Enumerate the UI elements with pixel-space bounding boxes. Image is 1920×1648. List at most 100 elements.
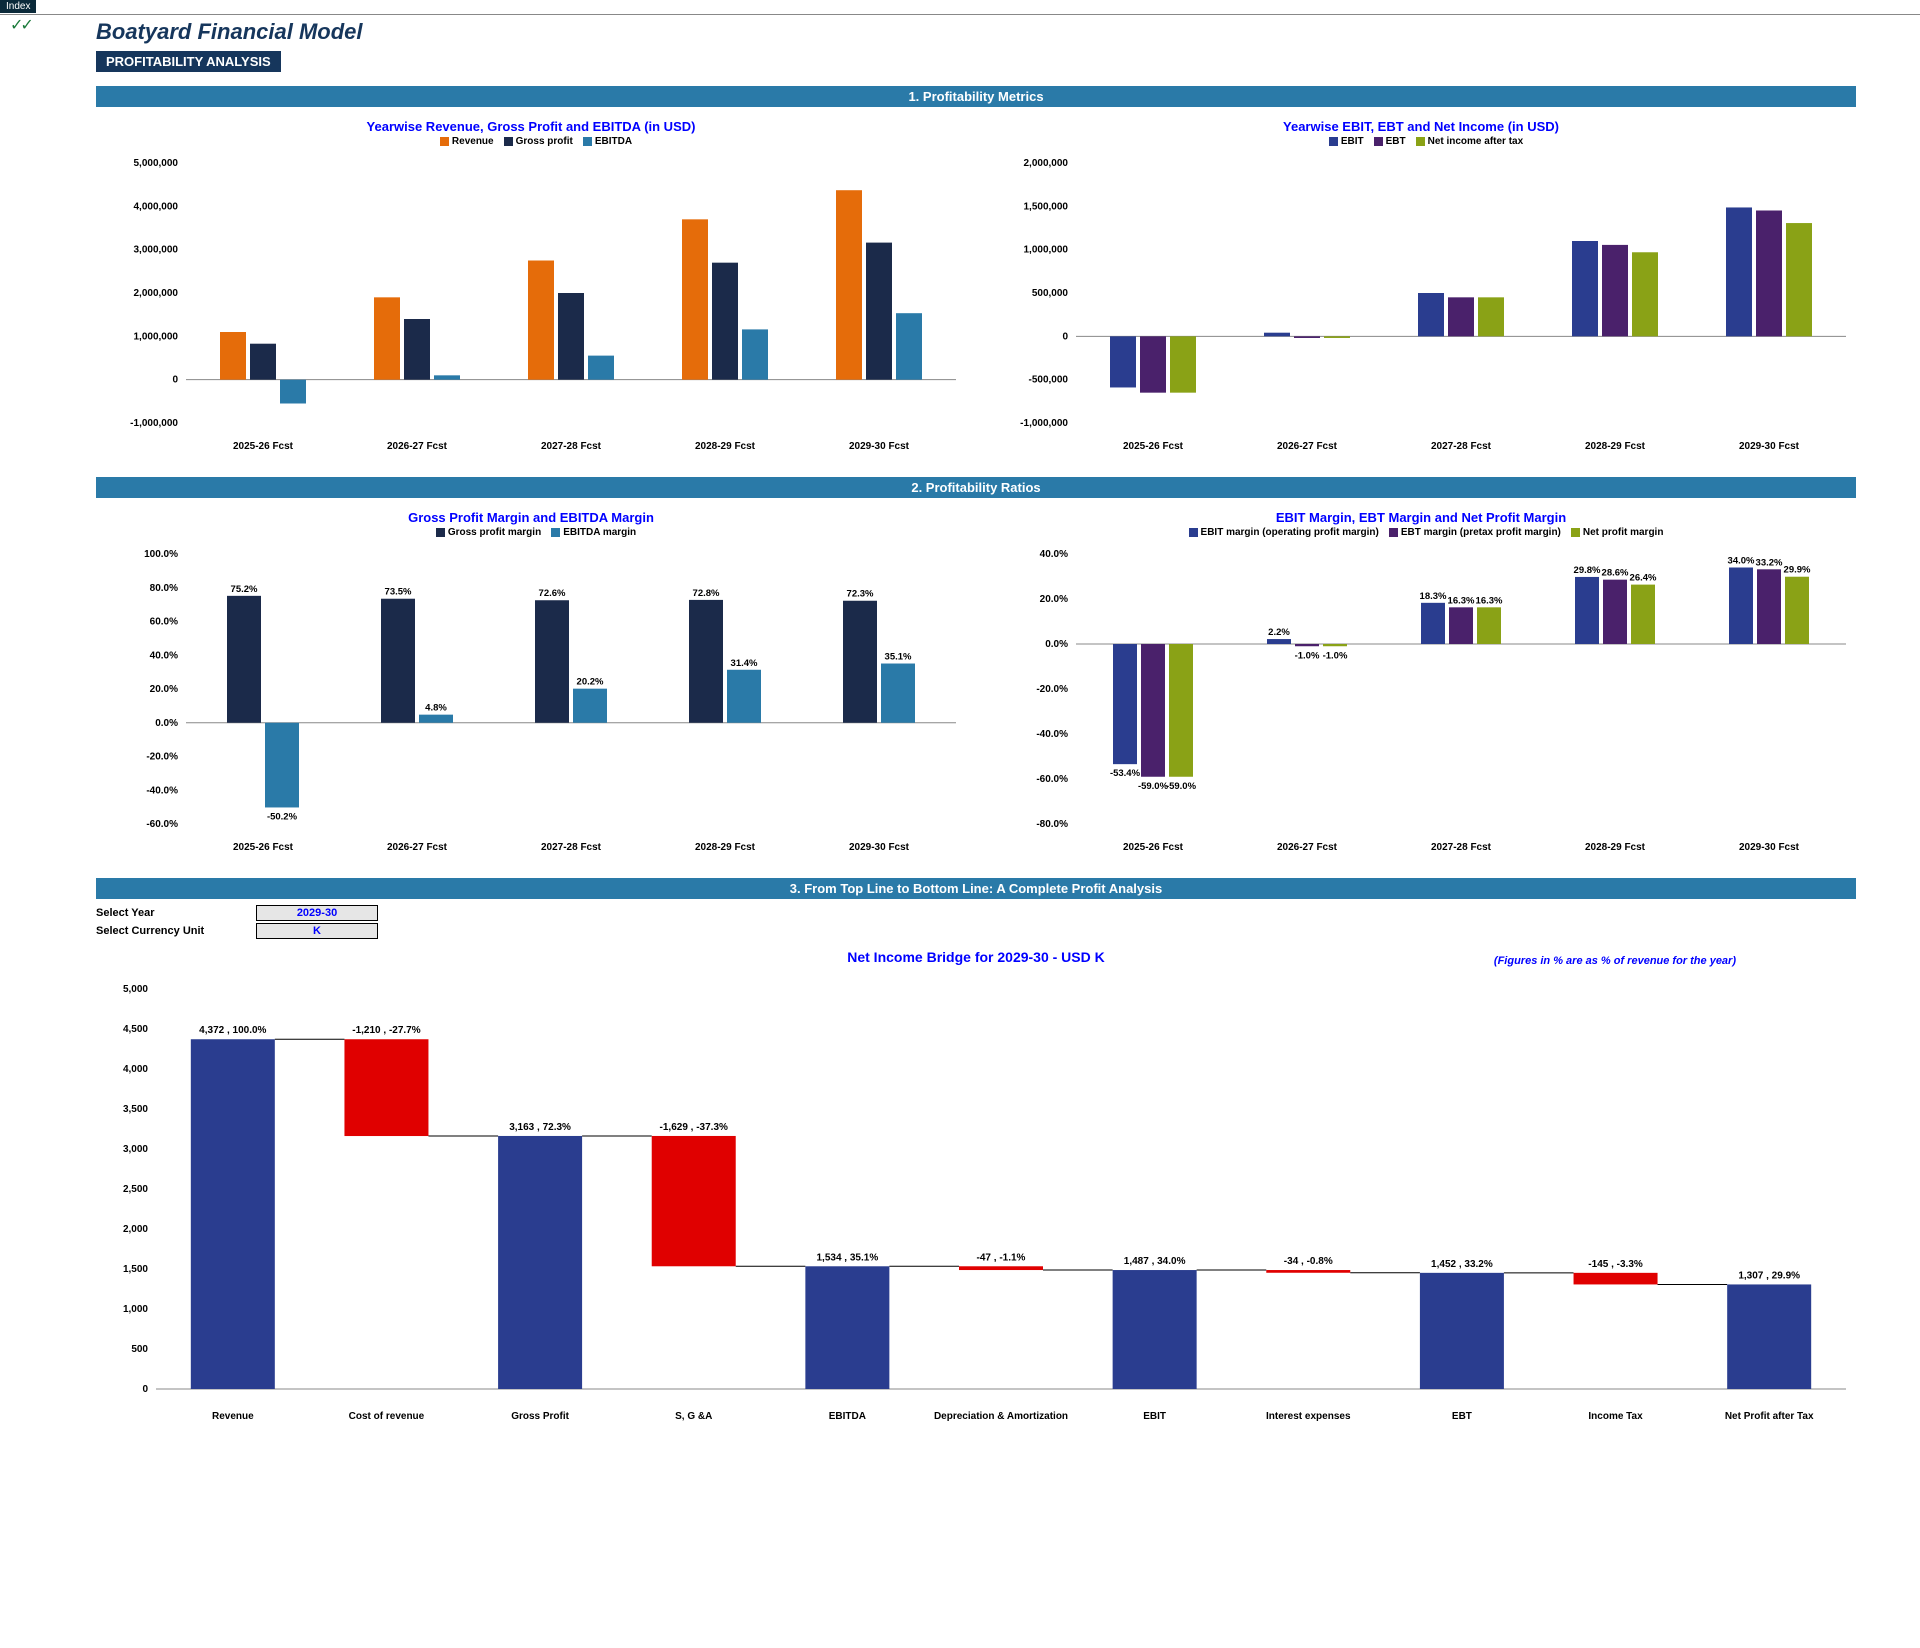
svg-text:1,452 , 33.2%: 1,452 , 33.2% bbox=[1431, 1259, 1493, 1270]
svg-text:500,000: 500,000 bbox=[1032, 288, 1069, 299]
svg-text:0.0%: 0.0% bbox=[1045, 639, 1068, 650]
section-2-bar: 2. Profitability Ratios bbox=[96, 477, 1856, 498]
svg-text:72.6%: 72.6% bbox=[539, 588, 566, 599]
svg-text:20.2%: 20.2% bbox=[577, 677, 604, 688]
svg-text:-40.0%: -40.0% bbox=[1036, 729, 1068, 740]
svg-text:Net Profit after Tax: Net Profit after Tax bbox=[1725, 1411, 1814, 1422]
svg-text:-53.4%: -53.4% bbox=[1110, 768, 1141, 779]
svg-text:4,372 , 100.0%: 4,372 , 100.0% bbox=[199, 1025, 266, 1036]
svg-text:-59.0%: -59.0% bbox=[1138, 781, 1169, 792]
svg-text:4,000,000: 4,000,000 bbox=[134, 201, 179, 212]
svg-text:75.2%: 75.2% bbox=[231, 584, 258, 595]
svg-text:1,307 , 29.9%: 1,307 , 29.9% bbox=[1738, 1270, 1800, 1281]
svg-text:26.4%: 26.4% bbox=[1630, 573, 1657, 584]
chart1L-legend: RevenueGross profitEBITDA bbox=[96, 136, 966, 147]
svg-text:Income Tax: Income Tax bbox=[1588, 1411, 1643, 1422]
svg-text:2,000,000: 2,000,000 bbox=[1024, 158, 1069, 169]
svg-text:35.1%: 35.1% bbox=[885, 652, 912, 663]
svg-text:2029-30 Fcst: 2029-30 Fcst bbox=[849, 441, 910, 452]
select-unit-label: Select Currency Unit bbox=[96, 925, 256, 937]
svg-text:-60.0%: -60.0% bbox=[1036, 774, 1068, 785]
chart-revenue-gp-ebitda: -1,000,00001,000,0002,000,0003,000,0004,… bbox=[96, 153, 966, 463]
page-title: Boatyard Financial Model bbox=[96, 19, 1896, 45]
svg-text:EBIT: EBIT bbox=[1143, 1411, 1166, 1422]
svg-text:-47 , -1.1%: -47 , -1.1% bbox=[977, 1252, 1026, 1263]
svg-text:2029-30 Fcst: 2029-30 Fcst bbox=[1739, 441, 1800, 452]
svg-text:2026-27 Fcst: 2026-27 Fcst bbox=[1277, 842, 1338, 853]
select-year[interactable]: 2029-30 bbox=[256, 905, 378, 921]
tab-index[interactable]: Index bbox=[0, 0, 36, 13]
svg-text:2029-30 Fcst: 2029-30 Fcst bbox=[1739, 842, 1800, 853]
svg-text:2026-27 Fcst: 2026-27 Fcst bbox=[1277, 441, 1338, 452]
svg-text:2027-28 Fcst: 2027-28 Fcst bbox=[541, 441, 602, 452]
svg-text:0: 0 bbox=[172, 375, 178, 386]
svg-text:60.0%: 60.0% bbox=[150, 617, 178, 628]
svg-text:-34 , -0.8%: -34 , -0.8% bbox=[1284, 1256, 1333, 1267]
svg-text:-1,629 , -37.3%: -1,629 , -37.3% bbox=[660, 1122, 728, 1133]
svg-text:EBITDA: EBITDA bbox=[829, 1411, 866, 1422]
svg-text:72.8%: 72.8% bbox=[693, 588, 720, 599]
chart1R-legend: EBITEBTNet income after tax bbox=[986, 136, 1856, 147]
svg-text:3,163 , 72.3%: 3,163 , 72.3% bbox=[509, 1122, 571, 1133]
svg-text:4,000: 4,000 bbox=[123, 1064, 148, 1075]
svg-text:34.0%: 34.0% bbox=[1728, 556, 1755, 567]
svg-text:0: 0 bbox=[1062, 331, 1068, 342]
svg-text:2025-26 Fcst: 2025-26 Fcst bbox=[233, 842, 294, 853]
svg-text:4.8%: 4.8% bbox=[425, 703, 447, 714]
svg-text:20.0%: 20.0% bbox=[150, 684, 178, 695]
svg-text:2025-26 Fcst: 2025-26 Fcst bbox=[1123, 842, 1184, 853]
svg-text:-50.2%: -50.2% bbox=[267, 811, 298, 822]
svg-text:Cost of revenue: Cost of revenue bbox=[349, 1411, 425, 1422]
svg-text:0: 0 bbox=[142, 1384, 148, 1395]
svg-text:5,000,000: 5,000,000 bbox=[134, 158, 179, 169]
svg-text:3,500: 3,500 bbox=[123, 1104, 148, 1115]
select-unit[interactable]: K bbox=[256, 923, 378, 939]
waterfall-note: (Figures in % are as % of revenue for th… bbox=[1494, 955, 1736, 967]
svg-text:-145 , -3.3%: -145 , -3.3% bbox=[1588, 1259, 1643, 1270]
chart2L-legend: Gross profit marginEBITDA margin bbox=[96, 527, 966, 538]
svg-text:2028-29 Fcst: 2028-29 Fcst bbox=[1585, 441, 1646, 452]
svg-text:-59.0%: -59.0% bbox=[1166, 781, 1197, 792]
svg-text:2,500: 2,500 bbox=[123, 1184, 148, 1195]
svg-text:S, G &A: S, G &A bbox=[675, 1411, 712, 1422]
chart-ebit-ebt-np-margin: -80.0%-60.0%-40.0%-20.0%0.0%20.0%40.0%-5… bbox=[986, 544, 1856, 864]
svg-text:3,000,000: 3,000,000 bbox=[134, 245, 179, 256]
chart-ebit-ebt-ni: -1,000,000-500,0000500,0001,000,0001,500… bbox=[986, 153, 1856, 463]
svg-text:33.2%: 33.2% bbox=[1756, 557, 1783, 568]
svg-text:2027-28 Fcst: 2027-28 Fcst bbox=[1431, 842, 1492, 853]
svg-text:2,000: 2,000 bbox=[123, 1224, 148, 1235]
svg-text:1,500,000: 1,500,000 bbox=[1024, 201, 1069, 212]
svg-text:40.0%: 40.0% bbox=[150, 650, 178, 661]
svg-text:2025-26 Fcst: 2025-26 Fcst bbox=[1123, 441, 1184, 452]
svg-text:1,000: 1,000 bbox=[123, 1304, 148, 1315]
section-1-bar: 1. Profitability Metrics bbox=[96, 86, 1856, 107]
svg-text:-40.0%: -40.0% bbox=[146, 785, 178, 796]
svg-text:2026-27 Fcst: 2026-27 Fcst bbox=[387, 441, 448, 452]
chart2L-title: Gross Profit Margin and EBITDA Margin bbox=[96, 510, 966, 525]
svg-text:18.3%: 18.3% bbox=[1420, 591, 1447, 602]
chart1L-title: Yearwise Revenue, Gross Profit and EBITD… bbox=[96, 119, 966, 134]
svg-text:Revenue: Revenue bbox=[212, 1411, 254, 1422]
svg-text:1,500: 1,500 bbox=[123, 1264, 148, 1275]
svg-text:20.0%: 20.0% bbox=[1040, 594, 1068, 605]
svg-text:1,534 , 35.1%: 1,534 , 35.1% bbox=[817, 1252, 879, 1263]
svg-text:-1.0%: -1.0% bbox=[1295, 650, 1320, 661]
svg-text:500: 500 bbox=[131, 1344, 148, 1355]
svg-text:29.9%: 29.9% bbox=[1784, 565, 1811, 576]
svg-text:5,000: 5,000 bbox=[123, 984, 148, 995]
chart2R-title: EBIT Margin, EBT Margin and Net Profit M… bbox=[986, 510, 1856, 525]
svg-text:-80.0%: -80.0% bbox=[1036, 819, 1068, 830]
svg-text:2026-27 Fcst: 2026-27 Fcst bbox=[387, 842, 448, 853]
svg-text:100.0%: 100.0% bbox=[144, 549, 178, 560]
svg-text:31.4%: 31.4% bbox=[731, 658, 758, 669]
section-3-bar: 3. From Top Line to Bottom Line: A Compl… bbox=[96, 878, 1856, 899]
svg-text:Depreciation & Amortization: Depreciation & Amortization bbox=[934, 1411, 1068, 1422]
svg-text:Interest expenses: Interest expenses bbox=[1266, 1411, 1351, 1422]
svg-text:28.6%: 28.6% bbox=[1602, 568, 1629, 579]
svg-text:1,000,000: 1,000,000 bbox=[134, 331, 179, 342]
check-icon: ✓✓ bbox=[0, 17, 31, 34]
select-year-label: Select Year bbox=[96, 907, 256, 919]
svg-text:2.2%: 2.2% bbox=[1268, 627, 1290, 638]
svg-text:2028-29 Fcst: 2028-29 Fcst bbox=[695, 441, 756, 452]
svg-text:1,487 , 34.0%: 1,487 , 34.0% bbox=[1124, 1256, 1186, 1267]
